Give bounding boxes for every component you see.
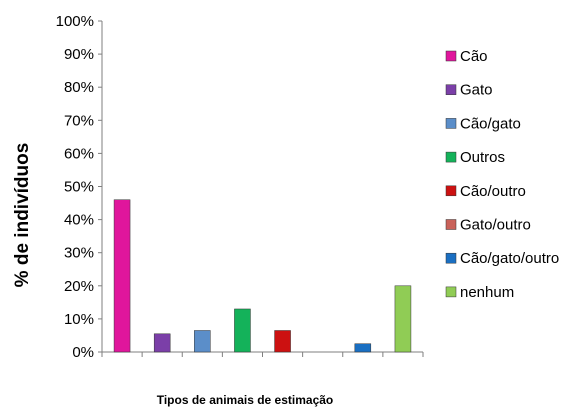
legend-swatch [445,118,457,129]
y-axis: 0% 10% 20% 30% 40% 50% 60% 70% 80% 90% 100% [56,13,103,361]
y-tick-label: 10% [64,311,94,328]
legend-label: Cão [460,48,488,65]
bar-nenhum [394,285,412,353]
bars [113,199,412,353]
y-tick-label: 60% [64,145,94,162]
y-tick-label: 80% [64,79,94,96]
bar-outros [234,308,251,353]
bar-cão [113,199,131,353]
legend-swatch [445,252,457,264]
legend: Cão Gato Cão/gato Outros Cão/outro Gato/outro… [445,48,559,301]
y-tick-label: 0% [72,344,94,361]
legend-swatch [445,50,457,62]
bar-cão-gato [194,330,211,353]
x-axis [101,351,424,357]
y-tick-label: 70% [64,112,94,129]
x-axis-label: Tipos de animais de estimação [157,393,334,407]
legend-label: Gato/outro [460,217,531,234]
legend-swatch [445,185,457,197]
y-tick-label: 90% [64,46,94,63]
y-tick-label: 40% [64,212,94,229]
y-tick-label: 20% [64,278,94,295]
bar-cão-gato-outro [354,343,372,353]
y-tick-label: 50% [64,179,94,196]
legend-label: Gato [460,82,493,99]
legend-label: Cão/gato [460,115,521,132]
legend-label: Outros [460,149,505,166]
legend-label: Cão/gato/outro [460,250,559,267]
y-tick-label: 100% [56,13,94,30]
y-tick-label: 30% [64,245,94,262]
legend-swatch [445,151,457,163]
y-axis-label: % de indivíduos [12,143,33,288]
legend-label: nenhum [460,284,514,301]
bar-cão-outro [274,330,291,353]
legend-swatch [445,219,457,230]
legend-swatch [445,286,457,298]
legend-label: Cão/outro [460,183,526,200]
legend-swatch [445,84,457,95]
bar-gato [153,333,171,353]
